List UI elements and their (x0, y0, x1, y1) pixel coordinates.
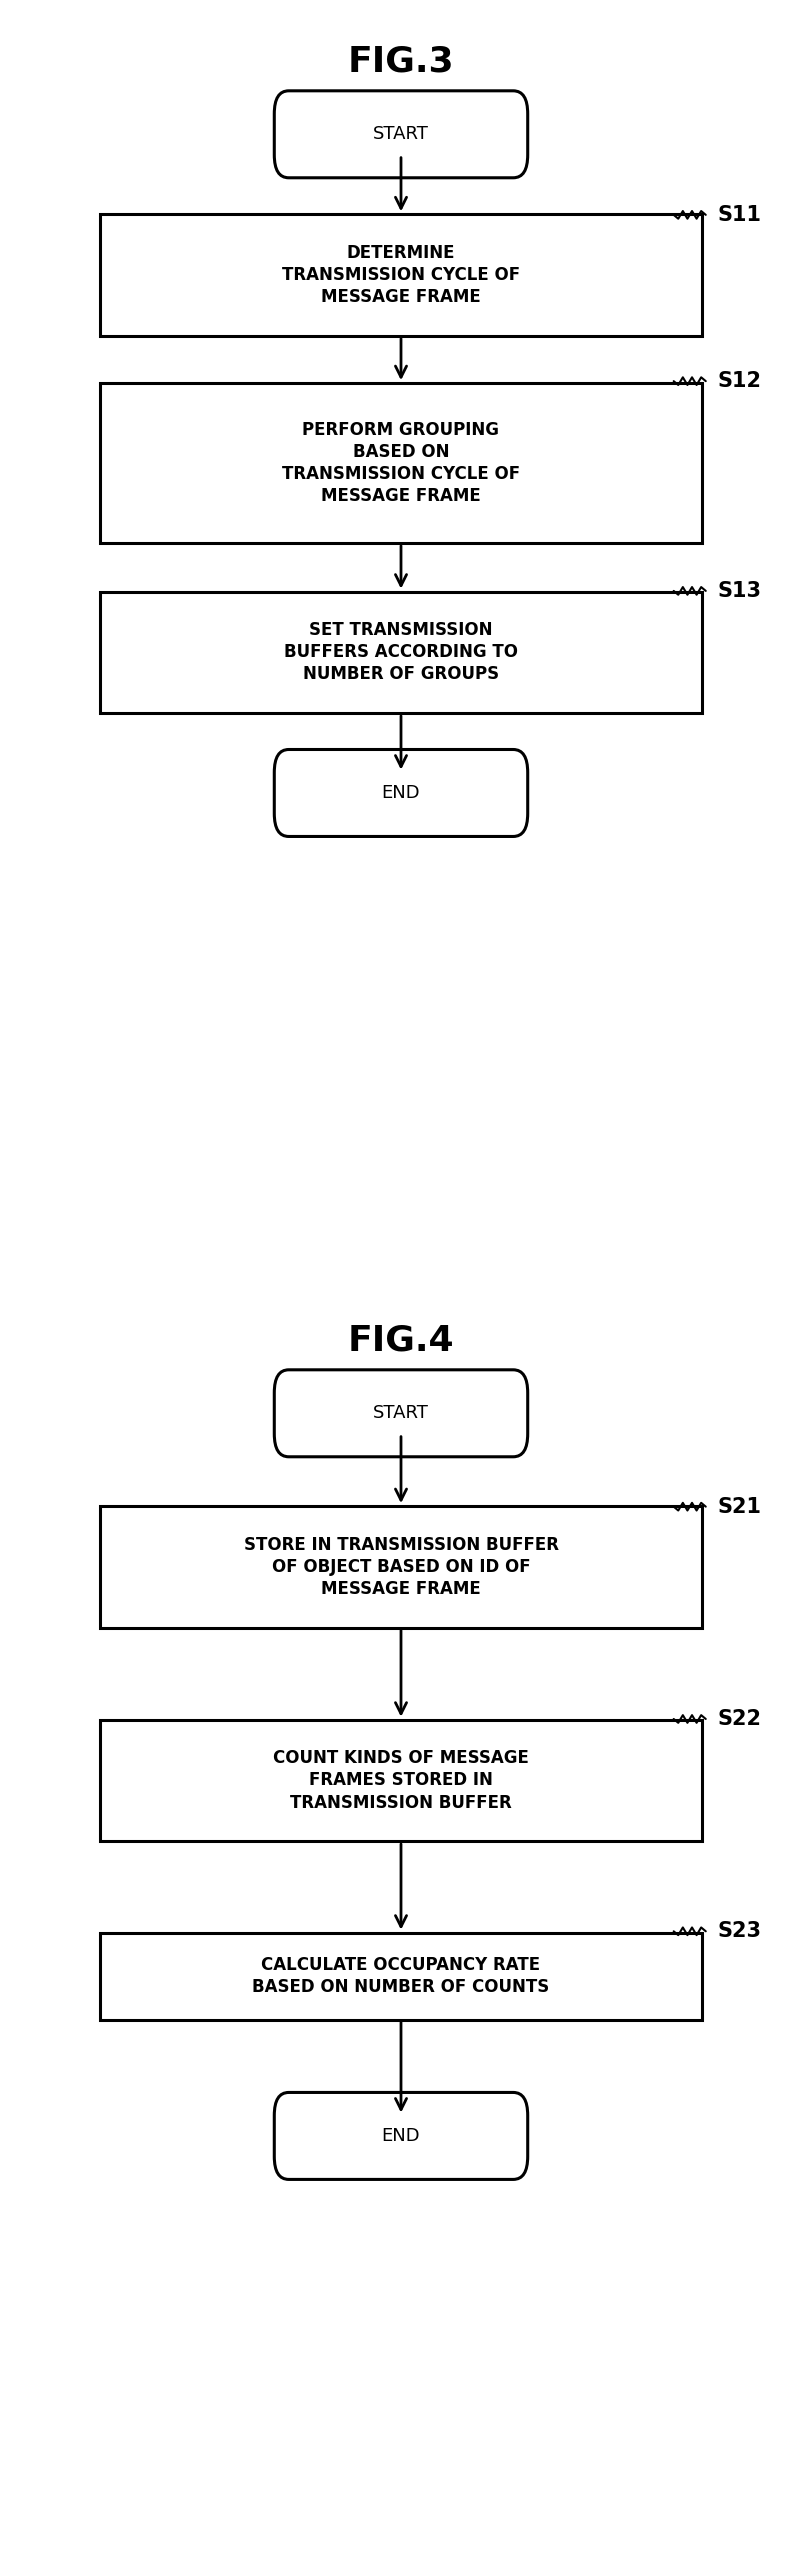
Text: SET TRANSMISSION
BUFFERS ACCORDING TO
NUMBER OF GROUPS: SET TRANSMISSION BUFFERS ACCORDING TO NU… (284, 622, 518, 683)
Bar (100, 1719, 702, 1842)
Text: DETERMINE
TRANSMISSION CYCLE OF
MESSAGE FRAME: DETERMINE TRANSMISSION CYCLE OF MESSAGE … (282, 243, 520, 307)
Text: S12: S12 (718, 371, 762, 391)
Text: FIG.3: FIG.3 (348, 46, 454, 79)
Text: STORE IN TRANSMISSION BUFFER
OF OBJECT BASED ON ID OF
MESSAGE FRAME: STORE IN TRANSMISSION BUFFER OF OBJECT B… (244, 1535, 558, 1599)
Text: END: END (382, 2126, 420, 2146)
Text: S13: S13 (718, 581, 762, 601)
Text: CALCULATE OCCUPANCY RATE
BASED ON NUMBER OF COUNTS: CALCULATE OCCUPANCY RATE BASED ON NUMBER… (253, 1957, 549, 1995)
Bar (100, 1507, 702, 1627)
Text: END: END (382, 783, 420, 803)
FancyBboxPatch shape (274, 2092, 528, 2179)
Text: S23: S23 (718, 1921, 762, 1942)
Bar (100, 215, 702, 335)
Text: S22: S22 (718, 1709, 762, 1729)
Text: FIG.4: FIG.4 (348, 1325, 454, 1358)
Bar (100, 1934, 702, 2021)
Text: S21: S21 (718, 1496, 762, 1517)
FancyBboxPatch shape (274, 1371, 528, 1458)
FancyBboxPatch shape (274, 92, 528, 179)
Bar (100, 384, 702, 542)
Text: START: START (373, 1404, 429, 1422)
Text: S11: S11 (718, 205, 762, 225)
Bar (100, 591, 702, 714)
Text: START: START (373, 125, 429, 143)
Text: PERFORM GROUPING
BASED ON
TRANSMISSION CYCLE OF
MESSAGE FRAME: PERFORM GROUPING BASED ON TRANSMISSION C… (282, 420, 520, 506)
Text: COUNT KINDS OF MESSAGE
FRAMES STORED IN
TRANSMISSION BUFFER: COUNT KINDS OF MESSAGE FRAMES STORED IN … (273, 1750, 529, 1811)
FancyBboxPatch shape (274, 749, 528, 836)
